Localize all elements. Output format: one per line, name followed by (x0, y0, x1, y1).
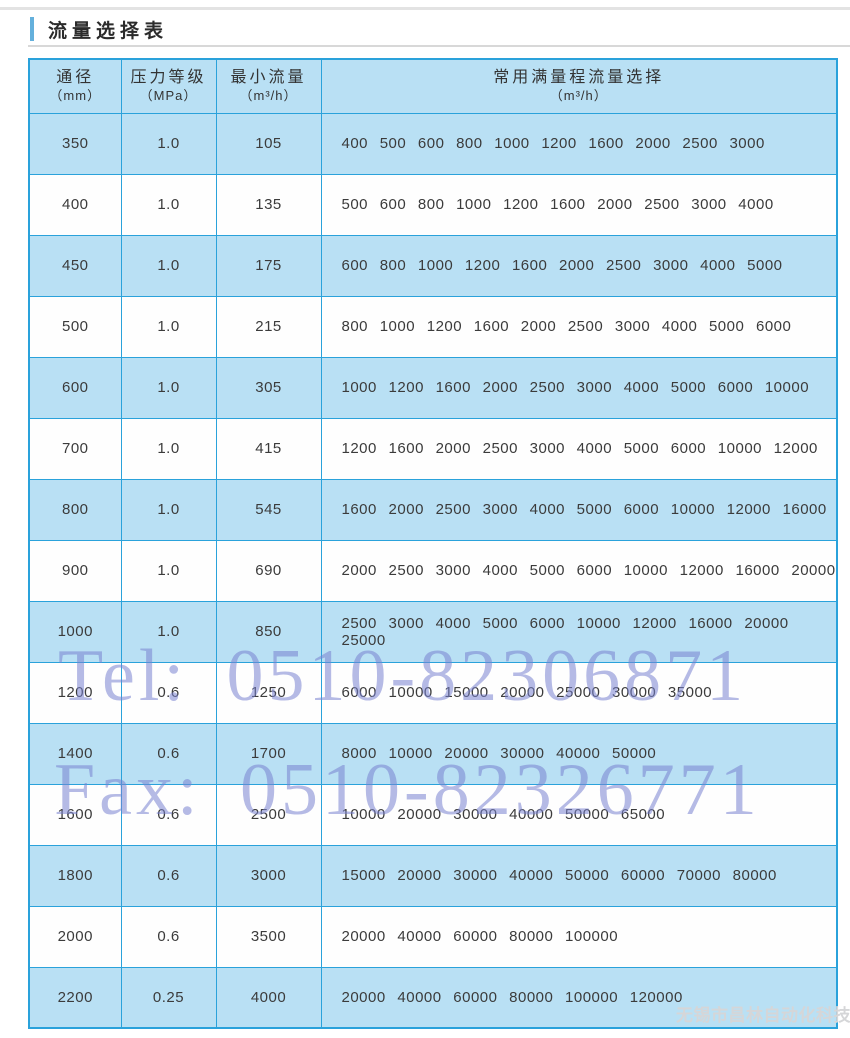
table-row: 2000 0.6 3500 20000 40000 60000 80000 10… (28, 905, 838, 968)
table-row: 1400 0.6 1700 8000 10000 20000 30000 400… (28, 722, 838, 785)
cell-min-flow: 545 (215, 478, 322, 541)
cell-diameter: 450 (28, 234, 122, 297)
cell-diameter: 2000 (28, 905, 122, 968)
table-row: 350 1.0 105 400 500 600 800 1000 1200 16… (28, 112, 838, 175)
cell-full-scale: 2500 3000 4000 5000 6000 10000 12000 160… (320, 600, 838, 663)
header-pressure: 压力等级 （MPa） (120, 58, 217, 114)
header-pressure-label: 压力等级 (130, 69, 207, 87)
table-row: 2200 0.25 4000 20000 40000 60000 80000 1… (28, 966, 838, 1029)
cell-pressure: 0.6 (120, 722, 217, 785)
cell-min-flow: 175 (215, 234, 322, 297)
cell-pressure: 1.0 (120, 173, 217, 236)
cell-min-flow: 105 (215, 112, 322, 175)
header-min-flow-unit: （m³/h） (239, 88, 298, 104)
cell-diameter: 1000 (28, 600, 122, 663)
header-full-scale-unit: （m³/h） (549, 88, 608, 104)
cell-min-flow: 135 (215, 173, 322, 236)
cell-pressure: 0.6 (120, 905, 217, 968)
table-row: 1800 0.6 3000 15000 20000 30000 40000 50… (28, 844, 838, 907)
cell-min-flow: 4000 (215, 966, 322, 1029)
table-header-row: 通径 （mm） 压力等级 （MPa） 最小流量 （m³/h） 常用满量程流量选择 （m³… (28, 58, 838, 114)
table-row: 1200 0.6 1250 6000 10000 15000 20000 250… (28, 661, 838, 724)
cell-full-scale: 2000 2500 3000 4000 5000 6000 10000 1200… (320, 539, 838, 602)
table-row: 1600 0.6 2500 10000 20000 30000 40000 50… (28, 783, 838, 846)
header-full-scale-label: 常用满量程流量选择 (493, 69, 665, 87)
cell-pressure: 1.0 (120, 356, 217, 419)
cell-diameter: 1200 (28, 661, 122, 724)
header-full-scale: 常用满量程流量选择 （m³/h） (320, 58, 838, 114)
cell-full-scale: 10000 20000 30000 40000 50000 65000 (320, 783, 838, 846)
cell-full-scale: 15000 20000 30000 40000 50000 60000 7000… (320, 844, 838, 907)
cell-min-flow: 850 (215, 600, 322, 663)
table-row: 400 1.0 135 500 600 800 1000 1200 1600 2… (28, 173, 838, 236)
header-diameter: 通径 （mm） (28, 58, 122, 114)
header-min-flow-label: 最小流量 (230, 69, 307, 87)
top-divider (0, 7, 850, 10)
cell-full-scale: 1600 2000 2500 3000 4000 5000 6000 10000… (320, 478, 838, 541)
page-title: 流量选择表 (48, 21, 169, 42)
header-diameter-label: 通径 (56, 69, 95, 87)
flow-selection-table: 通径 （mm） 压力等级 （MPa） 最小流量 （m³/h） 常用满量程流量选择 （m³… (28, 58, 838, 1029)
cell-diameter: 400 (28, 173, 122, 236)
title-underline (28, 45, 850, 47)
table-row: 600 1.0 305 1000 1200 1600 2000 2500 300… (28, 356, 838, 419)
cell-diameter: 800 (28, 478, 122, 541)
table-row: 450 1.0 175 600 800 1000 1200 1600 2000 … (28, 234, 838, 297)
cell-min-flow: 415 (215, 417, 322, 480)
cell-pressure: 1.0 (120, 234, 217, 297)
title-accent-bar (30, 17, 34, 41)
cell-pressure: 1.0 (120, 417, 217, 480)
cell-min-flow: 690 (215, 539, 322, 602)
cell-min-flow: 2500 (215, 783, 322, 846)
cell-full-scale: 1000 1200 1600 2000 2500 3000 4000 5000 … (320, 356, 838, 419)
cell-min-flow: 1700 (215, 722, 322, 785)
cell-diameter: 2200 (28, 966, 122, 1029)
cell-full-scale: 500 600 800 1000 1200 1600 2000 2500 300… (320, 173, 838, 236)
cell-pressure: 0.6 (120, 844, 217, 907)
cell-diameter: 600 (28, 356, 122, 419)
table-row: 500 1.0 215 800 1000 1200 1600 2000 2500… (28, 295, 838, 358)
cell-full-scale: 8000 10000 20000 30000 40000 50000 (320, 722, 838, 785)
cell-diameter: 1400 (28, 722, 122, 785)
cell-full-scale: 20000 40000 60000 80000 100000 (320, 905, 838, 968)
table-row: 700 1.0 415 1200 1600 2000 2500 3000 400… (28, 417, 838, 480)
cell-min-flow: 3500 (215, 905, 322, 968)
cell-pressure: 1.0 (120, 478, 217, 541)
cell-diameter: 350 (28, 112, 122, 175)
cell-min-flow: 215 (215, 295, 322, 358)
cell-full-scale: 1200 1600 2000 2500 3000 4000 5000 6000 … (320, 417, 838, 480)
table-row: 1000 1.0 850 2500 3000 4000 5000 6000 10… (28, 600, 838, 663)
cell-diameter: 500 (28, 295, 122, 358)
cell-pressure: 0.6 (120, 783, 217, 846)
cell-pressure: 1.0 (120, 112, 217, 175)
cell-pressure: 1.0 (120, 295, 217, 358)
header-min-flow: 最小流量 （m³/h） (215, 58, 322, 114)
cell-full-scale: 600 800 1000 1200 1600 2000 2500 3000 40… (320, 234, 838, 297)
header-pressure-unit: （MPa） (139, 88, 198, 104)
header-diameter-unit: （mm） (49, 88, 102, 104)
cell-full-scale: 6000 10000 15000 20000 25000 30000 35000 (320, 661, 838, 724)
cell-diameter: 1600 (28, 783, 122, 846)
cell-full-scale: 800 1000 1200 1600 2000 2500 3000 4000 5… (320, 295, 838, 358)
cell-diameter: 1800 (28, 844, 122, 907)
cell-diameter: 700 (28, 417, 122, 480)
cell-full-scale: 20000 40000 60000 80000 100000 120000 (320, 966, 838, 1029)
cell-min-flow: 3000 (215, 844, 322, 907)
cell-min-flow: 1250 (215, 661, 322, 724)
cell-min-flow: 305 (215, 356, 322, 419)
cell-diameter: 900 (28, 539, 122, 602)
table-row: 900 1.0 690 2000 2500 3000 4000 5000 600… (28, 539, 838, 602)
cell-pressure: 1.0 (120, 539, 217, 602)
cell-pressure: 0.25 (120, 966, 217, 1029)
cell-full-scale: 400 500 600 800 1000 1200 1600 2000 2500… (320, 112, 838, 175)
cell-pressure: 1.0 (120, 600, 217, 663)
cell-pressure: 0.6 (120, 661, 217, 724)
table-row: 800 1.0 545 1600 2000 2500 3000 4000 500… (28, 478, 838, 541)
